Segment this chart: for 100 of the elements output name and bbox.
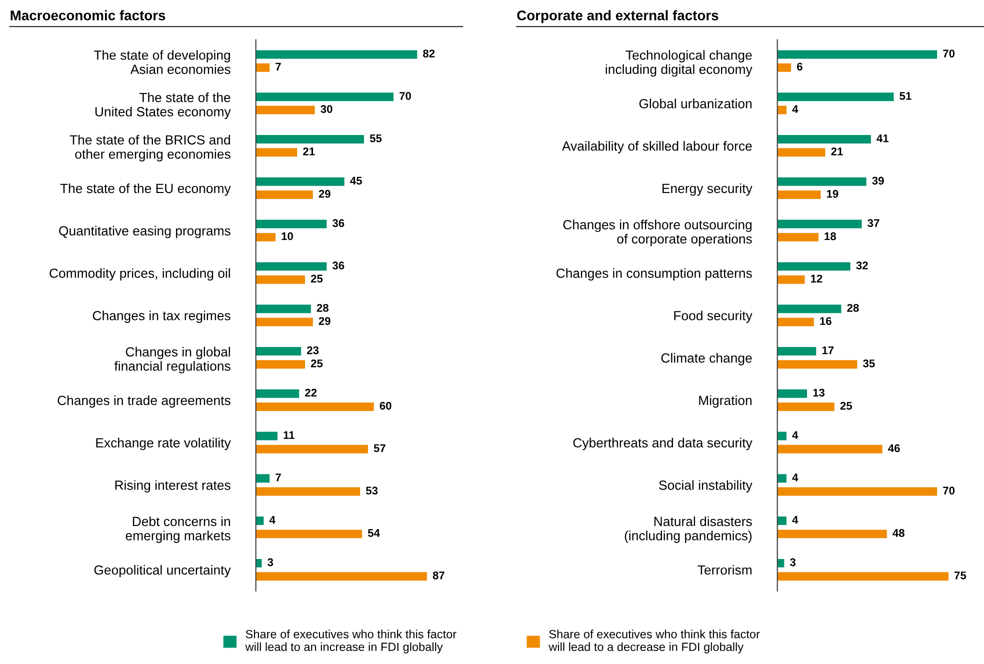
y-tick-label: Availability of skilled labour force: [562, 141, 752, 154]
data-label: 18: [824, 232, 836, 240]
data-label: 7: [276, 62, 281, 70]
y-tick-label: Changes in tax regimes: [92, 310, 230, 323]
data-label: 28: [847, 304, 859, 312]
bar: [256, 92, 394, 102]
bar: [256, 177, 344, 186]
bar: [256, 63, 270, 72]
data-label: 87: [432, 571, 444, 580]
data-label: 48: [892, 529, 904, 537]
data-label: 29: [318, 190, 330, 198]
bar: [256, 135, 364, 144]
bar: [777, 389, 808, 398]
data-label: 32: [856, 262, 868, 270]
y-tick-label: Food security: [674, 310, 752, 323]
y-tick-label: Climate change: [661, 353, 752, 366]
data-label: 45: [350, 176, 362, 185]
bar: [777, 63, 792, 72]
data-label: 11: [284, 431, 294, 439]
data-label: 4: [792, 431, 798, 439]
bar: [777, 92, 894, 102]
y-tick-label: Debt concerns in emerging markets: [126, 516, 230, 543]
y-tick-label: Rising interest rates: [115, 480, 230, 492]
y-tick-label: Quantitative easing programs: [59, 226, 230, 238]
data-label: 10: [282, 232, 293, 240]
text: Corporate and external factors: [517, 10, 718, 24]
bar: [777, 474, 786, 483]
bar: [777, 135, 871, 144]
bar: [777, 530, 887, 538]
y-tick-label: Cyberthreats and data security: [573, 438, 752, 450]
bar: [777, 487, 938, 496]
bar: [777, 346, 816, 356]
y-tick-label: Exchange rate volatility: [96, 438, 231, 450]
data-label: 60: [380, 402, 392, 410]
data-label: 70: [943, 486, 955, 495]
y-tick-label: The state of developing Asian economies: [94, 50, 230, 74]
y-tick-label: The state of the BRICS and other emerging economies: [70, 134, 230, 162]
bar: [256, 106, 315, 114]
y-tick-label: Changes in trade agreements: [58, 395, 230, 408]
data-label: 46: [888, 444, 900, 452]
y-tick-label: Natural disasters (including pandemics): [624, 516, 752, 543]
data-label: 36: [332, 262, 344, 270]
bar: [256, 304, 311, 314]
data-label: 7: [276, 474, 281, 482]
bar: [256, 148, 298, 157]
bar: [256, 389, 300, 398]
y-tick-label: Terrorism: [698, 564, 752, 575]
y-tick-label: Changes in consumption patterns: [556, 268, 752, 281]
bar: [256, 262, 327, 271]
bar: [777, 262, 850, 271]
data-label: 53: [366, 486, 378, 495]
bar: [256, 50, 418, 59]
bar: [256, 232, 276, 242]
data-label: 12: [810, 274, 822, 282]
bar: [777, 318, 814, 326]
data-label: 13: [813, 388, 825, 397]
bar: [256, 360, 306, 369]
y-tick-label: Technological change including digital economy: [606, 50, 752, 77]
bar: [256, 346, 302, 356]
bar: [777, 444, 882, 454]
data-label: 21: [303, 148, 315, 156]
data-label: 19: [826, 190, 838, 198]
data-label: 29: [318, 317, 330, 325]
legend-label: Share of executives who think this factor will lead to an increase in FDI globally: [245, 630, 456, 654]
data-label: 54: [368, 529, 380, 537]
data-label: 70: [943, 50, 955, 58]
y-tick-label: Social instability: [659, 480, 752, 492]
data-label: 82: [423, 50, 435, 58]
bar: [256, 275, 306, 284]
bar: [777, 572, 948, 581]
data-label: 3: [268, 558, 274, 566]
y-tick-label: Changes in global financial regulations: [114, 346, 230, 374]
bar: [777, 275, 805, 284]
bar: [256, 220, 327, 228]
data-label: 4: [792, 105, 798, 113]
data-label: 37: [868, 219, 880, 228]
bar: [256, 402, 374, 411]
bar: [777, 177, 866, 186]
y-tick-label: Energy security: [662, 183, 752, 196]
data-label: 75: [954, 572, 966, 580]
data-label: 16: [820, 317, 832, 325]
y-tick-label: Global urbanization: [639, 98, 752, 108]
y-tick-label: The state of the United States economy: [95, 92, 231, 120]
bar: [777, 220, 862, 228]
data-label: 21: [831, 148, 843, 156]
y-tick-label: Commodity prices, including oil: [50, 268, 230, 281]
bar: [256, 474, 270, 483]
bar: [256, 318, 313, 326]
bar: [777, 190, 821, 200]
bar: [256, 432, 278, 440]
data-label: 55: [370, 134, 382, 142]
data-label: 36: [332, 219, 344, 228]
bar: [777, 360, 858, 369]
data-label: 28: [316, 304, 328, 312]
data-label: 39: [872, 176, 884, 185]
data-label: 30: [320, 105, 332, 113]
bar: [256, 444, 368, 454]
bar: [256, 487, 360, 496]
data-label: 25: [840, 402, 852, 410]
bar: [777, 148, 826, 157]
